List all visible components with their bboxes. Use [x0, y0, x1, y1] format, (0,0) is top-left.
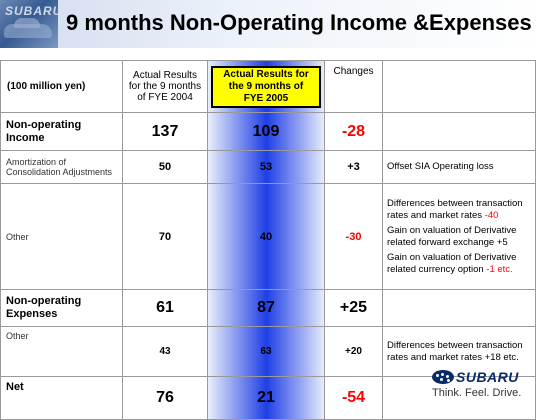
- subaru-logo-tile: SUBARU: [0, 0, 58, 48]
- prev-value: 50: [122, 150, 208, 184]
- note-line: Gain on valuation of Derivative related …: [387, 225, 517, 248]
- table-row: Amortization of Consolidation Adjustment…: [0, 150, 536, 184]
- row-note: [382, 289, 536, 327]
- page-title: 9 months Non-Operating Income &Expenses: [66, 10, 532, 35]
- pleiades-stars-icon: [432, 370, 454, 384]
- table-row: Other 70 40 -30 Differences between tran…: [0, 183, 536, 290]
- col-header-changes: Changes: [324, 60, 383, 113]
- brand-name: SUBARU: [456, 369, 519, 385]
- logo-text: SUBARU: [5, 4, 58, 18]
- table-row: Non-operating Income 137 109 -28: [0, 112, 536, 151]
- change-value: -30: [324, 183, 383, 290]
- change-value: +25: [324, 289, 383, 327]
- col-header-curr-cell: Actual Results for the 9 months of FYE 2…: [207, 60, 325, 113]
- unit-label: (100 million yen): [0, 60, 123, 113]
- note-text: etc.: [494, 263, 513, 275]
- prev-value: 61: [122, 289, 208, 327]
- row-note: Differences between transaction rates an…: [382, 183, 536, 290]
- income-expenses-table: (100 million yen) Actual Results for the…: [0, 60, 536, 420]
- curr-value: 21: [207, 376, 325, 420]
- row-note: Differences between transaction rates an…: [382, 326, 536, 377]
- row-label: Non-operating Expenses: [0, 289, 123, 327]
- note-value: -1: [486, 263, 495, 275]
- curr-value: 87: [207, 289, 325, 327]
- prev-value: 43: [122, 326, 208, 377]
- note-line: Differences between transaction rates an…: [387, 198, 531, 221]
- change-value: +3: [324, 150, 383, 184]
- prev-value: 137: [122, 112, 208, 151]
- row-label: Other: [0, 183, 123, 290]
- note-text: Gain on valuation of Derivative related …: [387, 252, 517, 275]
- col-header-curr: Actual Results for the 9 months of FYE 2…: [211, 65, 321, 108]
- col-header-prev: Actual Results for the 9 months of FYE 2…: [122, 60, 208, 113]
- car-silhouette-icon: [4, 24, 52, 38]
- change-value: -54: [324, 376, 383, 420]
- prev-value: 76: [122, 376, 208, 420]
- row-label: Non-operating Income: [0, 112, 123, 151]
- subaru-footer-logo: SUBARU Think. Feel. Drive.: [428, 368, 533, 402]
- curr-value: 53: [207, 150, 325, 184]
- row-note: Offset SIA Operating loss: [382, 150, 536, 184]
- prev-value: 70: [122, 183, 208, 290]
- col-header-curr-text: Actual Results for the 9 months of FYE 2…: [223, 68, 309, 104]
- row-note: [382, 112, 536, 151]
- curr-value: 63: [207, 326, 325, 377]
- slide-header: SUBARU 9 months Non-Operating Income &Ex…: [0, 0, 540, 52]
- note-line: Gain on valuation of Derivative related …: [387, 252, 531, 275]
- col-header-prev-text: Actual Results for the 9 months of FYE 2…: [128, 70, 202, 103]
- brand-tagline: Think. Feel. Drive.: [432, 387, 522, 399]
- header-bar: [58, 0, 540, 48]
- curr-value: 40: [207, 183, 325, 290]
- curr-value: 109: [207, 112, 325, 151]
- car-silhouette-icon: [14, 18, 40, 28]
- change-value: -28: [324, 112, 383, 151]
- table-header-row: (100 million yen) Actual Results for the…: [0, 60, 536, 113]
- change-value: +20: [324, 326, 383, 377]
- row-label: Amortization of Consolidation Adjustment…: [0, 150, 123, 184]
- col-header-notes: [382, 60, 536, 113]
- note-value: -40: [484, 209, 499, 221]
- row-label: Other: [0, 326, 123, 377]
- row-label: Net: [0, 376, 123, 420]
- table-row: Other 43 63 +20 Differences between tran…: [0, 326, 536, 377]
- table-row: Non-operating Expenses 61 87 +25: [0, 289, 536, 327]
- note-text: Differences between transaction rates an…: [387, 198, 523, 221]
